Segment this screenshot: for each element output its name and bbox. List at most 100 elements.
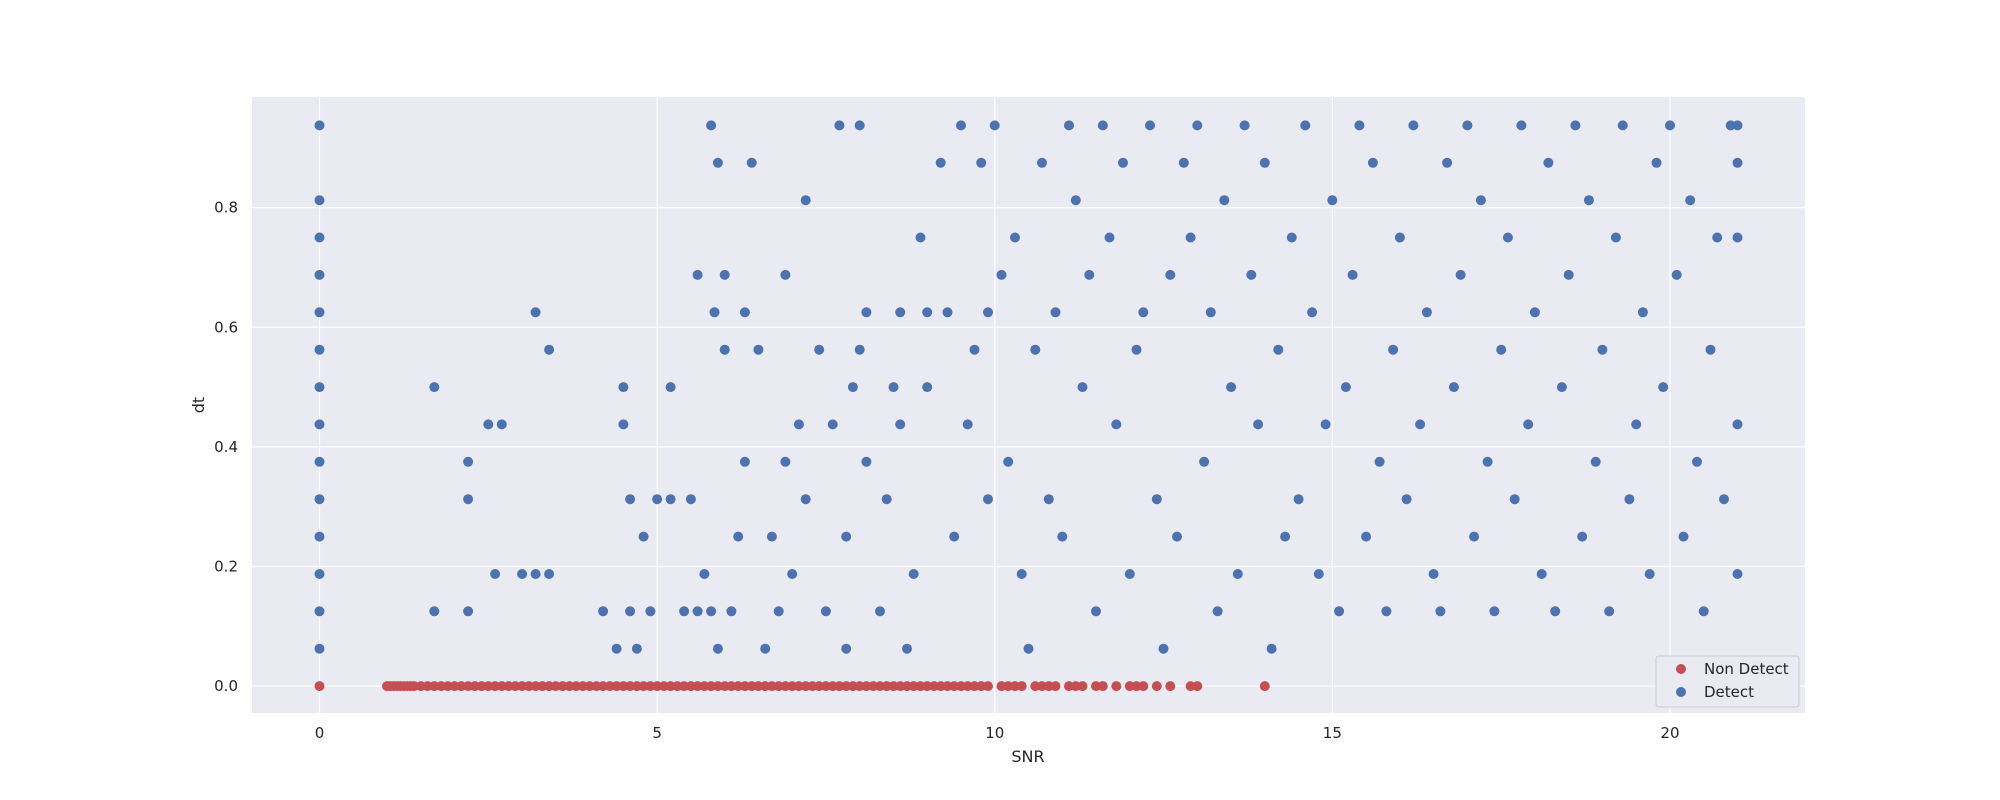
point-detect (1016, 569, 1027, 579)
point-detect (861, 456, 872, 467)
point-detect (895, 419, 906, 430)
x-tick-label: 5 (652, 724, 662, 742)
point-detect (314, 269, 325, 280)
plot-background (252, 97, 1805, 713)
x-tick-label: 20 (1660, 724, 1679, 742)
point-detect (1408, 120, 1419, 131)
point-non-detect (1097, 681, 1108, 692)
point-detect (1340, 382, 1351, 393)
point-non-detect (1077, 681, 1088, 692)
point-detect (429, 606, 440, 617)
point-detect (739, 456, 750, 467)
point-detect (1131, 344, 1142, 355)
point-detect (1496, 344, 1507, 355)
point-detect (1192, 120, 1203, 131)
point-detect (712, 157, 723, 168)
point-detect (638, 531, 649, 542)
point-detect (733, 531, 744, 542)
point-detect (841, 531, 852, 542)
point-detect (645, 606, 656, 617)
point-detect (1482, 456, 1493, 467)
point-detect (1637, 307, 1648, 318)
point-detect (1232, 569, 1243, 579)
point-detect (1475, 195, 1486, 206)
point-detect (787, 569, 798, 579)
point-detect (1732, 569, 1743, 579)
point-detect (983, 494, 993, 505)
point-detect (598, 606, 609, 617)
point-detect (962, 419, 973, 430)
point-detect (773, 606, 784, 617)
point-detect (800, 494, 811, 505)
point-detect (935, 157, 946, 168)
point-detect (861, 307, 872, 318)
point-detect (1665, 120, 1675, 131)
point-detect (1178, 157, 1189, 168)
point-detect (1158, 643, 1169, 654)
y-tick-labels: 0.0 0.2 0.4 0.6 0.8 (214, 199, 238, 695)
y-tick-label: 0.8 (214, 199, 238, 217)
point-detect (1091, 606, 1101, 617)
point-detect (1259, 157, 1270, 168)
point-detect (1286, 232, 1297, 243)
point-non-detect (1165, 681, 1176, 692)
point-detect (1266, 643, 1277, 654)
point-detect (1610, 232, 1621, 243)
point-detect (314, 232, 325, 243)
point-detect (1624, 494, 1635, 505)
point-detect (1502, 232, 1513, 243)
point-detect (1698, 606, 1709, 617)
point-detect (1280, 531, 1291, 542)
point-detect (875, 606, 885, 617)
legend-marker-detect (1676, 687, 1686, 697)
point-detect (800, 195, 811, 206)
y-tick-label: 0.2 (214, 557, 238, 575)
point-detect (888, 382, 899, 393)
point-detect (1327, 195, 1338, 206)
point-detect (1394, 232, 1405, 243)
point-detect (760, 643, 771, 654)
point-non-detect (1050, 681, 1061, 692)
point-detect (1097, 120, 1108, 131)
point-detect (1428, 569, 1439, 579)
point-detect (1293, 494, 1304, 505)
point-detect (483, 419, 494, 430)
point-detect (544, 569, 555, 579)
point-detect (314, 344, 325, 355)
point-detect (692, 606, 703, 617)
point-detect (1185, 232, 1196, 243)
y-tick-label: 0.4 (214, 438, 238, 456)
point-detect (496, 419, 507, 430)
point-detect (1226, 382, 1237, 393)
point-detect (463, 606, 474, 617)
point-detect (1712, 232, 1723, 243)
point-detect (1111, 419, 1122, 430)
point-detect (1361, 531, 1372, 542)
point-detect (1462, 120, 1473, 131)
point-detect (665, 382, 676, 393)
point-detect (1705, 344, 1716, 355)
legend-box (1655, 655, 1800, 708)
point-detect (1003, 456, 1014, 467)
point-detect (827, 419, 838, 430)
point-detect (1556, 382, 1567, 393)
legend-marker-non-detect (1676, 664, 1686, 674)
point-detect (719, 344, 730, 355)
point-detect (706, 606, 717, 617)
point-detect (611, 643, 622, 654)
point-detect (1374, 456, 1385, 467)
point-detect (1421, 307, 1432, 318)
point-detect (1644, 569, 1655, 579)
point-detect (854, 120, 865, 131)
point-detect (692, 269, 703, 280)
point-detect (1199, 456, 1210, 467)
point-detect (1415, 419, 1426, 430)
point-detect (746, 157, 757, 168)
point-detect (841, 643, 852, 654)
y-tick-label: 0.0 (214, 677, 238, 695)
point-detect (793, 419, 804, 430)
point-detect (1617, 120, 1628, 131)
point-detect (1145, 120, 1155, 131)
point-detect (314, 120, 325, 131)
